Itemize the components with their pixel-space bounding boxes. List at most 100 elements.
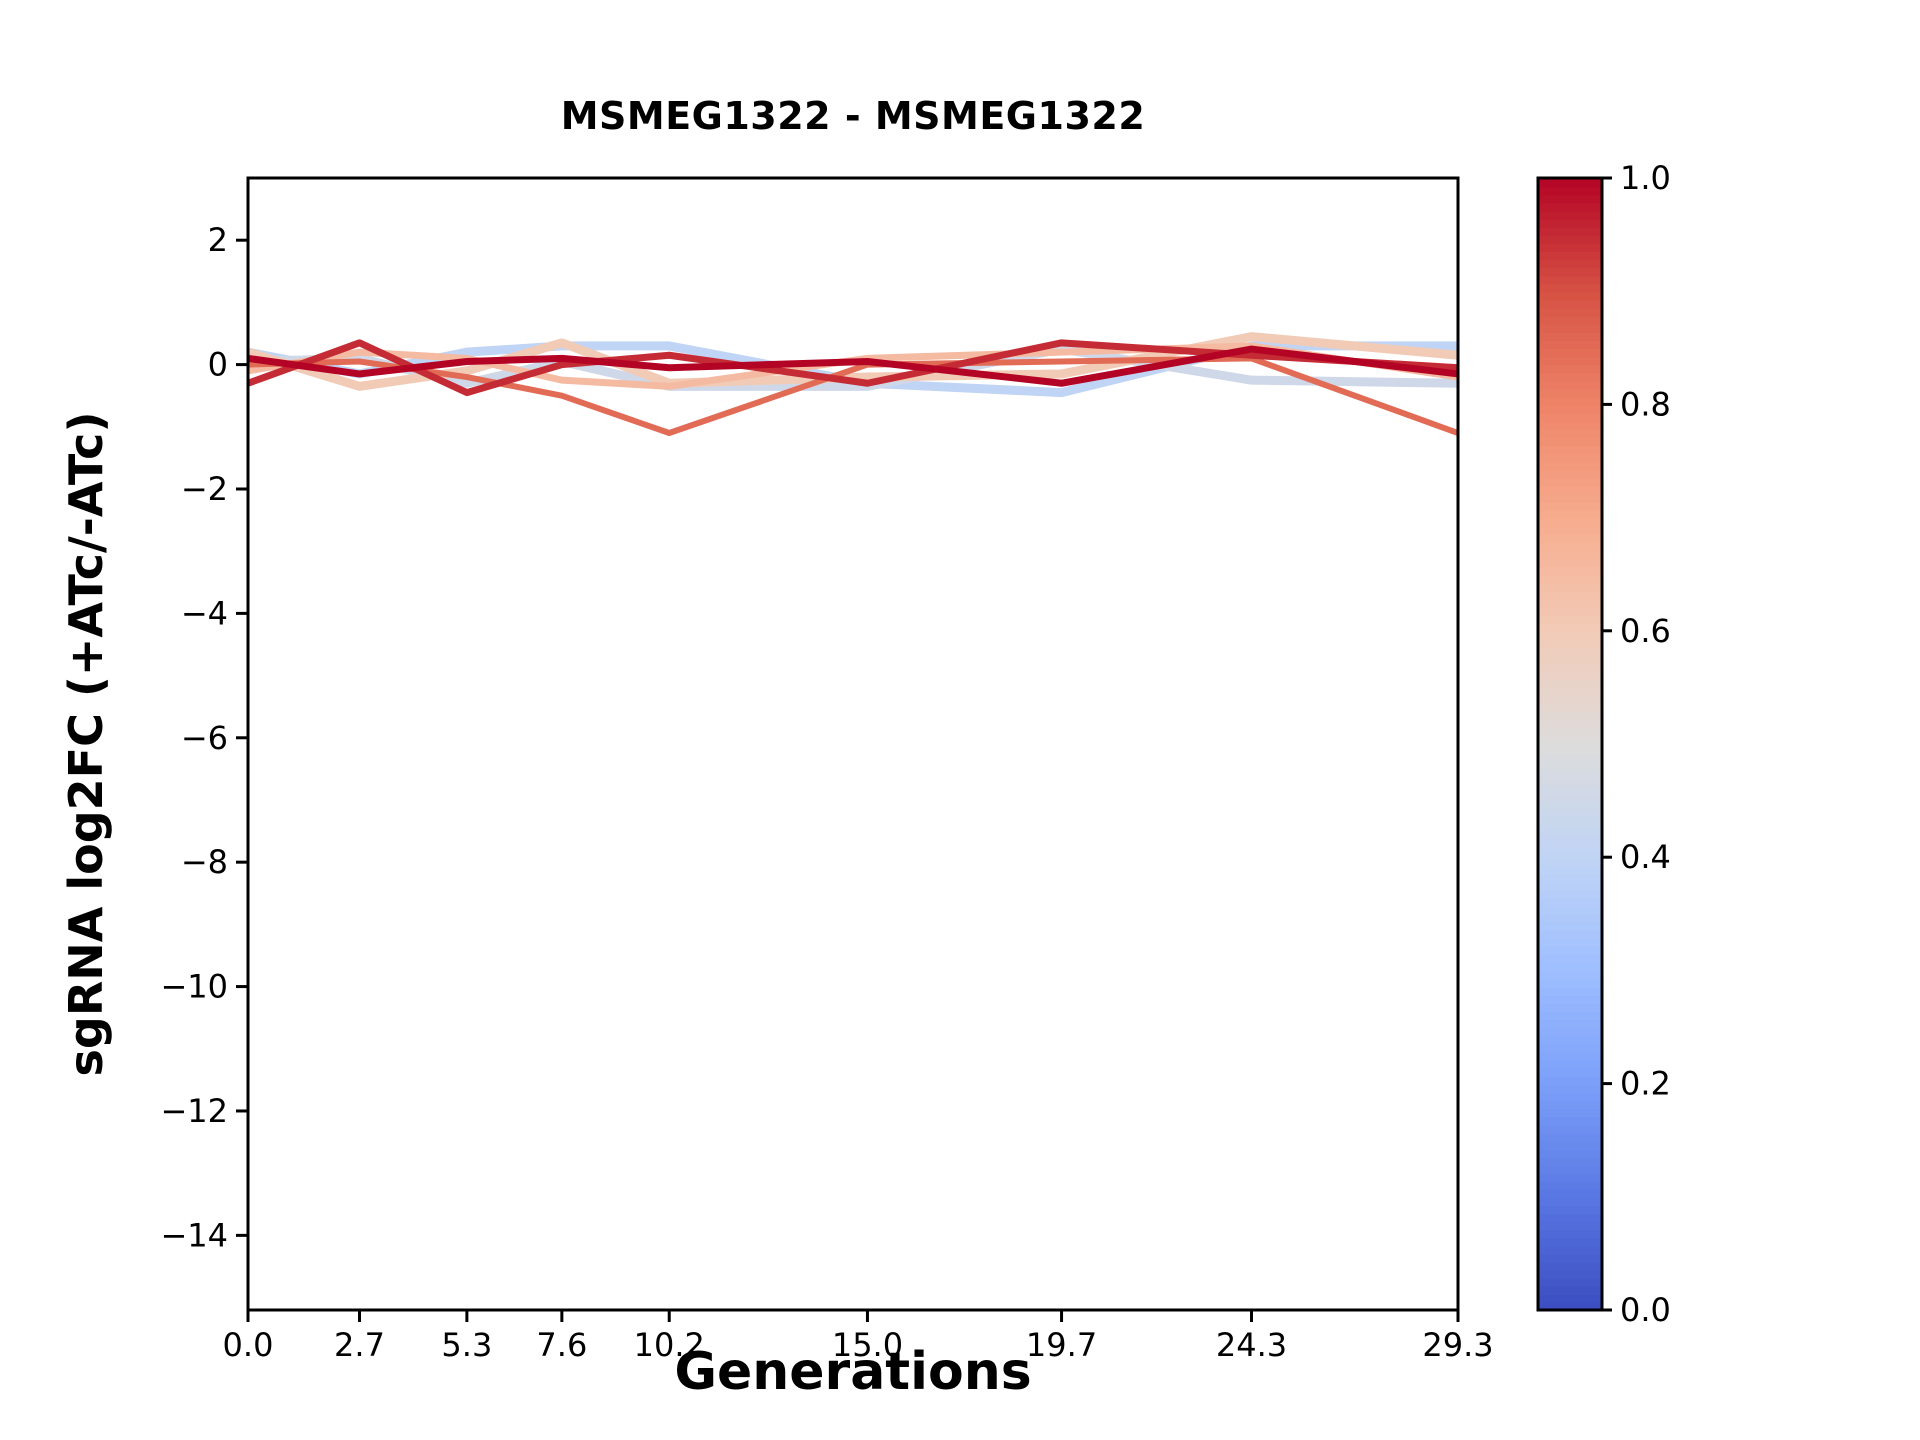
y-tick-label: −8 (181, 843, 228, 881)
colorbar-slab (1538, 1269, 1602, 1279)
x-axis-label: Generations (674, 1342, 1032, 1402)
colorbar-slab (1538, 355, 1602, 366)
colorbar-slab (1538, 194, 1602, 204)
colorbar-slab (1538, 1091, 1602, 1101)
colorbar-slab (1538, 970, 1602, 980)
colorbar-slab (1538, 841, 1602, 851)
colorbar-slab (1538, 283, 1602, 293)
colorbar-slab (1538, 566, 1602, 576)
series-line-7 (247, 345, 1459, 387)
colorbar-slab (1538, 1188, 1602, 1198)
colorbar-slab (1538, 857, 1602, 867)
colorbar-slab (1538, 905, 1602, 915)
colorbar-slab (1538, 202, 1602, 212)
colorbar-slab (1538, 832, 1602, 843)
colorbar-slab (1538, 299, 1602, 309)
colorbar-slab (1538, 1059, 1602, 1069)
y-tick-label: −10 (160, 968, 228, 1006)
colorbar-slab (1538, 363, 1602, 374)
colorbar-slab (1538, 719, 1602, 730)
colorbar-slab (1538, 1156, 1602, 1166)
y-tick-label: −12 (160, 1092, 228, 1130)
colorbar-tick-label: 0.8 (1620, 385, 1671, 423)
colorbar-slab (1538, 1115, 1602, 1126)
colorbar-slab (1538, 1172, 1602, 1182)
colorbar-slab (1538, 1051, 1602, 1061)
colorbar-tick-label: 0.4 (1620, 838, 1671, 876)
colorbar-slab (1538, 218, 1602, 228)
colorbar-slab (1538, 913, 1602, 924)
colorbar-slab (1538, 663, 1602, 673)
chart-title: MSMEG1322 - MSMEG1322 (560, 94, 1146, 138)
colorbar-slab (1538, 372, 1602, 382)
colorbar-slab (1538, 1180, 1602, 1190)
colorbar-slab (1538, 873, 1602, 883)
x-tick-label: 2.7 (334, 1326, 385, 1364)
x-tick-label: 0.0 (223, 1326, 274, 1364)
colorbar-slab (1538, 938, 1602, 948)
colorbar-slab (1538, 291, 1602, 301)
colorbar-slab (1538, 1237, 1602, 1247)
colorbar-slab (1538, 744, 1602, 754)
colorbar-slab (1538, 1212, 1602, 1223)
colorbar-slab (1538, 525, 1602, 535)
y-tick-label: −6 (181, 719, 228, 757)
colorbar-slab (1538, 1148, 1602, 1158)
colorbar-slab (1538, 671, 1602, 681)
colorbar-slab (1538, 776, 1602, 786)
colorbar-slab (1538, 347, 1602, 358)
colorbar-slab (1538, 962, 1602, 972)
colorbar-slab (1538, 558, 1602, 568)
colorbar-tick-label: 1.0 (1620, 159, 1671, 197)
y-tick-label: −14 (160, 1216, 228, 1254)
colorbar-slab (1538, 986, 1602, 996)
colorbar-slab (1538, 954, 1602, 964)
colorbar-slab (1538, 1018, 1602, 1029)
colorbar-slab (1538, 646, 1602, 657)
colorbar-slab (1538, 711, 1602, 721)
colorbar-slab (1538, 210, 1602, 220)
x-tick-label: 24.3 (1216, 1326, 1287, 1364)
colorbar-slab (1538, 242, 1602, 252)
colorbar-slab (1538, 921, 1602, 932)
colorbar-slab (1538, 1245, 1602, 1255)
colorbar-slab (1538, 315, 1602, 325)
colorbar-slab (1538, 800, 1602, 810)
colorbar-slab (1538, 1124, 1602, 1134)
colorbar-slab (1538, 1229, 1602, 1239)
colorbar-slab (1538, 1083, 1602, 1093)
colorbar-slab (1538, 655, 1602, 665)
colorbar-slab (1538, 824, 1602, 835)
colorbar-slab (1538, 598, 1602, 608)
colorbar-slab (1538, 461, 1602, 471)
colorbar-slab (1538, 420, 1602, 430)
colorbar-slab (1538, 339, 1602, 349)
colorbar-slab (1538, 687, 1602, 697)
colorbar-slab (1538, 792, 1602, 802)
y-tick-label: 2 (208, 221, 228, 259)
y-tick-label: 0 (208, 346, 228, 384)
colorbar-slab (1538, 178, 1602, 188)
colorbar-slab (1538, 250, 1602, 261)
colorbar-slab (1538, 1099, 1602, 1110)
colorbar-slab (1538, 533, 1602, 544)
colorbar-slab (1538, 469, 1602, 479)
colorbar-tick-label: 0.6 (1620, 612, 1671, 650)
colorbar-slab (1538, 735, 1602, 746)
colorbar-slab (1538, 1164, 1602, 1174)
colorbar-slab (1538, 226, 1602, 236)
colorbar-slab (1538, 380, 1602, 390)
colorbar-slab (1538, 760, 1602, 770)
colorbar-slab (1538, 978, 1602, 988)
x-tick-label: 5.3 (441, 1326, 492, 1364)
colorbar-slab (1538, 889, 1602, 899)
colorbar-slab (1538, 1285, 1602, 1296)
colorbar-slab (1538, 307, 1602, 317)
colorbar-slab (1538, 768, 1602, 778)
colorbar-slab (1538, 630, 1602, 641)
colorbar-slab (1538, 1132, 1602, 1142)
colorbar-slab (1538, 404, 1602, 414)
colorbar-slab (1538, 897, 1602, 907)
